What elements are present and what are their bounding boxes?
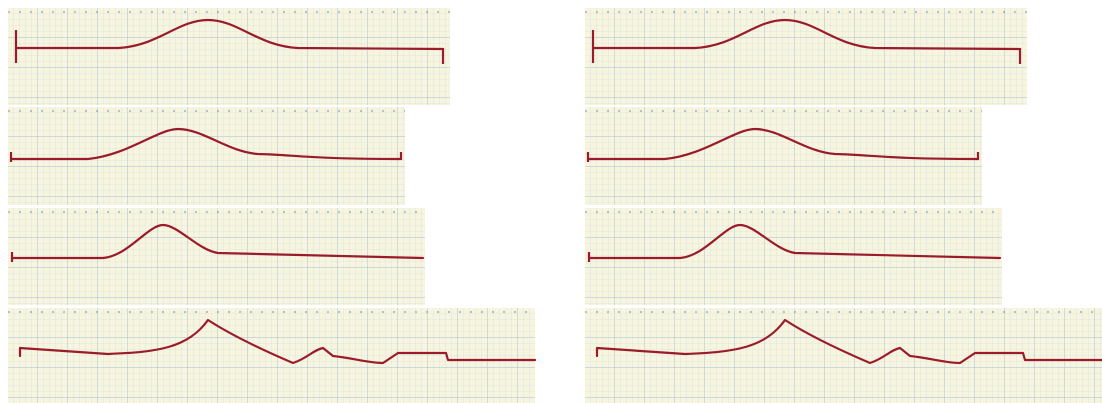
- body: [0, 0, 1102, 403]
- page: Strip chart recordings {} html, body { m…: [0, 0, 1102, 403]
- recording-right: [585, 8, 1102, 403]
- scan: [0, 0, 1102, 403]
- recording-left: [8, 8, 535, 403]
